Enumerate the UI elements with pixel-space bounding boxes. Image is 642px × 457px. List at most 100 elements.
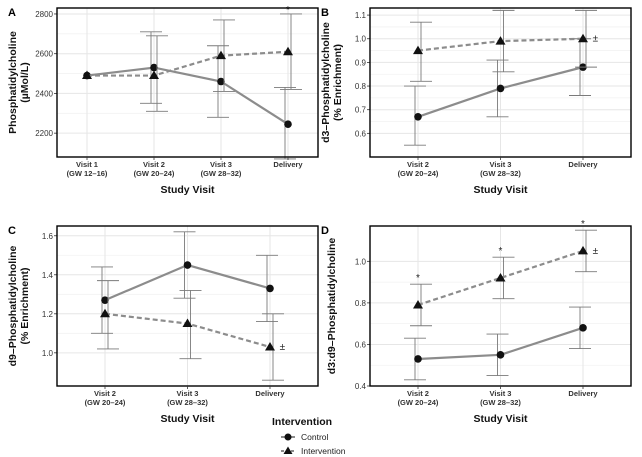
legend-triangle-icon [283,446,293,454]
y-axis-label: (% Enrichment) [19,267,31,344]
plot-background [57,8,318,157]
x-tick-line: (GW 20–24) [398,169,439,178]
data-point-intervention [578,33,588,43]
annotation-mark: ± [280,342,286,353]
data-point-control [150,63,158,72]
x-tick-line: Visit 3 [177,389,199,398]
x-tick-label: Visit 1 (GW 12–16) [67,160,108,178]
data-point-intervention [495,36,506,45]
data-point-control [266,284,274,293]
x-tick-line: Visit 2 [94,389,116,398]
legend-circle-icon [284,433,292,441]
x-tick-label: Delivery [568,389,598,398]
legend-label-intervention: Intervention [301,446,346,456]
y-tick-label: 1.0 [355,257,367,266]
x-tick-label: Visit 2 (GW 20–24) [134,160,175,178]
y-tick-label: 1.1 [355,11,367,20]
x-tick-label: Visit 2 (GW 20–24) [398,160,439,178]
y-axis-label: d3:d9–Phosphatidylcholine [326,238,338,375]
y-tick-label: 0.6 [355,340,367,349]
x-tick-line: Visit 3 [490,160,512,169]
panel-b: 0.60.70.80.91.01.1±Visit 2 (GW 20–24)Visi… [320,7,632,196]
x-tick-line: Delivery [568,389,598,398]
y-axis-label: d9–Phosphatidylcholine [7,245,19,366]
data-point-intervention [578,245,588,255]
y-tick-label: 2400 [35,89,53,98]
legend-item-intervention: Intervention [281,446,346,456]
x-axis-label: Study Visit [473,413,528,425]
y-tick-label: 0.7 [355,106,367,115]
data-point-intervention [495,272,506,282]
x-tick-line: Visit 3 [210,160,232,169]
x-tick-label: Delivery [273,160,303,169]
data-point-intervention [413,45,423,55]
x-tick-label: Visit 3 (GW 28–32) [480,160,521,178]
y-tick-label: 0.8 [355,299,367,308]
data-point-intervention [265,341,275,351]
y-tick-label: 0.8 [355,82,367,91]
x-tick-label: Visit 2 (GW 20–24) [398,389,439,407]
panel-label: C [8,225,16,237]
x-tick-label: Visit 3 (GW 28–32) [480,389,521,407]
data-point-control [496,351,505,359]
x-tick-label: Visit 3 (GW 28–32) [201,160,242,178]
x-axis-label: Study Visit [473,184,528,196]
x-tick-line: (GW 12–16) [67,169,108,178]
x-tick-label: Visit 2 (GW 20–24) [85,389,126,407]
y-tick-label: 1.0 [355,35,367,44]
data-point-intervention [216,50,226,60]
annotation-mark: * [581,219,585,230]
plot-frame [56,7,319,158]
annotation-mark: ± [593,246,599,257]
data-point-control [579,324,587,332]
x-tick-label: Delivery [255,389,285,398]
annotation-mark: * [416,273,420,284]
x-tick-line: Visit 3 [490,389,512,398]
data-point-control [183,261,192,269]
y-tick-label: 2600 [35,50,53,59]
panel-d: 0.4 0.6 0.8 1.0 * * * ± Visit 2 (GW 20–24) Visit 3… [321,219,632,425]
data-point-intervention [100,308,110,318]
data-point-control [496,84,505,93]
y-axis-label: Phosphatidylcholine [7,31,19,134]
data-point-intervention [82,70,92,80]
series-line-control [86,66,289,126]
legend: Intervention Control Intervention [272,416,346,456]
x-tick-line: Visit 1 [76,160,98,169]
legend-item-control: Control [281,432,329,442]
legend-label-control: Control [301,432,329,442]
x-axis-label: Study Visit [160,413,215,425]
x-tick-line: (GW 28–32) [167,398,208,407]
panel-label: A [8,7,16,19]
x-tick-line: Delivery [273,160,303,169]
x-tick-line: Visit 2 [407,160,429,169]
series-line-intervention [87,50,289,77]
y-tick-label: 1.2 [42,310,54,319]
x-tick-line: (GW 28–32) [480,398,521,407]
panel-label: D [321,225,329,237]
y-tick-label: 1.0 [42,349,54,358]
data-point-control [101,296,109,304]
y-tick-label: 2200 [35,129,53,138]
y-tick-label: 2800 [35,10,53,19]
annotation-mark: * [286,5,290,16]
x-tick-label: Delivery [568,160,598,169]
y-tick-label: 1.6 [42,232,54,241]
y-tick-label: 0.9 [355,58,367,67]
y-axis-label: (% Enrichment) [332,44,344,121]
data-point-control [217,77,225,86]
y-axis-label: (µMol/L) [19,62,31,102]
x-tick-line: Delivery [568,160,598,169]
data-point-intervention [182,318,193,328]
annotation-mark: * [499,246,503,257]
x-tick-label: Visit 3 (GW 28–32) [167,389,208,407]
data-point-control [284,120,292,129]
data-point-intervention [413,299,423,309]
legend-title: Intervention [272,416,332,428]
series-line-intervention [417,249,584,307]
y-axis-label: d3–Phosphatidylcholine [320,22,332,143]
x-tick-line: (GW 28–32) [480,169,521,178]
